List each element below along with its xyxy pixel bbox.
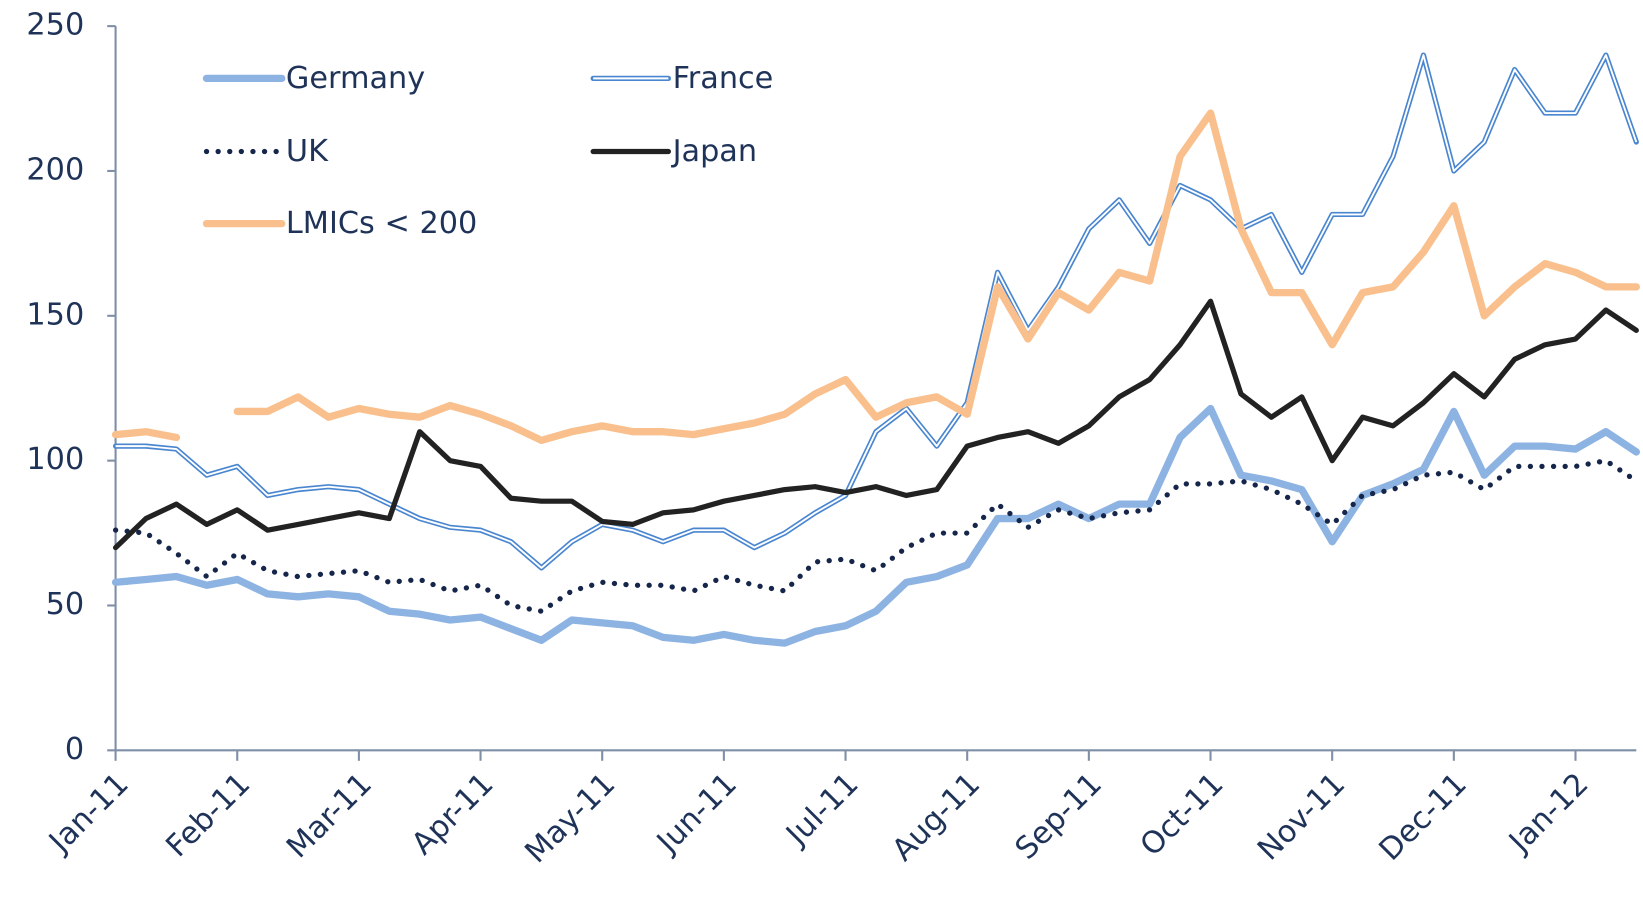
legend-label: UK	[286, 134, 329, 169]
x-tick-label: Oct-11	[1134, 767, 1231, 864]
x-tick-label: Mar-11	[280, 767, 379, 866]
legend-label: LMICs < 200	[286, 206, 477, 241]
y-tick-label: 50	[46, 587, 85, 622]
x-tick-label: Jul-11	[779, 767, 866, 854]
y-tick-label: 150	[26, 297, 84, 332]
x-tick-label: Jun-11	[649, 767, 744, 862]
line-series	[112, 458, 1639, 614]
line-series	[111, 404, 1640, 647]
x-tick-label: Feb-11	[160, 767, 258, 865]
x-tick-label: Nov-11	[1251, 767, 1352, 868]
x-tick-label: Sep-11	[1009, 767, 1109, 867]
legend-label: France	[673, 61, 774, 96]
x-tick-label: Aug-11	[886, 767, 988, 869]
x-tick-label: Jan-12	[1501, 767, 1595, 861]
x-tick-label: Apr-11	[405, 767, 500, 862]
legend-label: Germany	[286, 61, 425, 96]
legend-label: Japan	[671, 134, 758, 169]
legend: Germany France UK Japan LMICs < 200	[202, 61, 774, 241]
line-series	[112, 52, 1639, 571]
y-tick-label: 200	[26, 152, 84, 187]
line-series	[111, 109, 1640, 445]
line-series-inner	[115, 54, 1638, 569]
x-tick-label: Dec-11	[1373, 767, 1474, 868]
y-tick-label: 100	[26, 442, 84, 477]
y-tick-label: 0	[65, 732, 84, 767]
x-tick-label: Jan-11	[41, 767, 135, 861]
line-series	[112, 298, 1639, 551]
x-tick-label: May-11	[519, 767, 623, 871]
y-tick-label: 250	[26, 8, 84, 43]
